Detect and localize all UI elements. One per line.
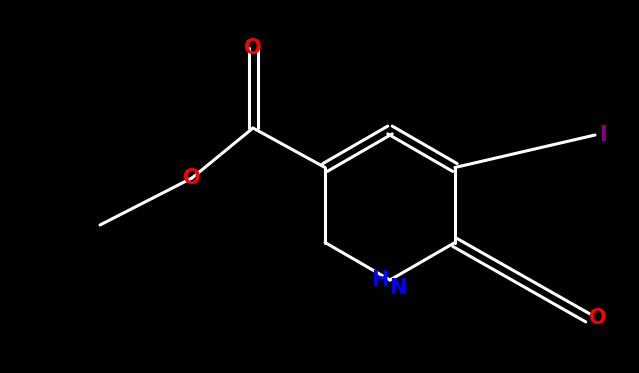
Text: O: O [589, 308, 607, 328]
Text: O: O [244, 38, 262, 58]
Text: I: I [599, 125, 607, 145]
Text: O: O [183, 168, 201, 188]
Text: H: H [371, 270, 389, 290]
Text: N: N [389, 278, 406, 298]
